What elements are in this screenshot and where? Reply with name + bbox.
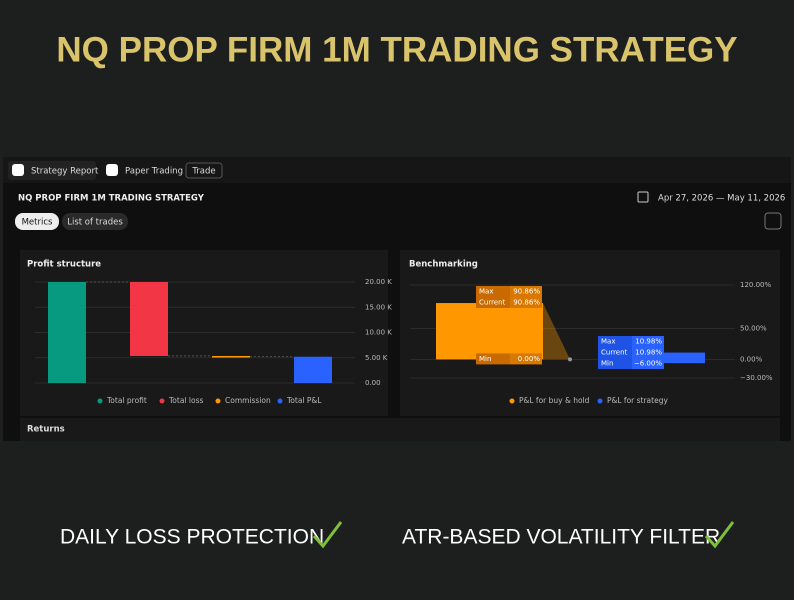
range-box <box>436 303 543 360</box>
feature: DAILY LOSS PROTECTION <box>60 526 324 549</box>
tooltip-label-cell <box>476 353 510 365</box>
legend-dot <box>97 398 103 404</box>
tooltip-value-cell <box>632 336 664 347</box>
tooltip-value: 90.86% <box>513 288 540 296</box>
legend-dot <box>597 398 603 404</box>
menu-button[interactable] <box>764 212 782 230</box>
tab[interactable]: Strategy Report <box>31 167 99 177</box>
y-tick-label: 10.00 K <box>365 329 392 337</box>
tab-active[interactable] <box>8 161 96 180</box>
tooltip-value: 90.86% <box>513 299 540 307</box>
legend-dot <box>509 398 515 404</box>
legend-dot <box>159 398 165 404</box>
tooltip-value: 0.00% <box>518 355 541 363</box>
trade-button[interactable] <box>185 162 223 179</box>
view-tab-active[interactable] <box>15 213 59 230</box>
legend-dot <box>277 398 283 404</box>
icon <box>12 164 24 176</box>
legend-label: Commission <box>225 396 271 405</box>
legend-label: Total loss <box>168 396 203 405</box>
check <box>312 521 343 549</box>
tooltip-value: −6.00% <box>634 360 662 368</box>
returns-section <box>20 418 780 441</box>
tooltip-label: Min <box>601 360 613 368</box>
tooltip-label: Max <box>601 338 615 346</box>
strategy-name[interactable]: NQ PROP FIRM 1M TRADING STRATEGY <box>18 194 205 204</box>
legend-label: P&L for buy & hold <box>519 396 590 405</box>
view-tab-bg[interactable] <box>62 213 128 230</box>
y-tick-label: 20.00 K <box>365 278 392 286</box>
y-tick-label: 5.00 K <box>365 354 388 362</box>
bar <box>212 355 250 358</box>
legend-label: P&L for strategy <box>607 396 668 405</box>
tooltip-label-cell <box>598 358 632 369</box>
feature: ATR-BASED VOLATILITY FILTER <box>402 526 720 549</box>
tooltip-label: Current <box>479 299 506 307</box>
connector <box>543 303 570 360</box>
y-tick-label: 120.00% <box>740 281 771 289</box>
icon <box>106 164 118 176</box>
tooltip-label-cell <box>598 336 632 347</box>
tooltip-label: Min <box>479 355 491 363</box>
y-tick-label: 0.00 <box>365 379 381 387</box>
tooltip-value-cell <box>510 286 542 297</box>
title: NQ PROP FIRM 1M TRADING STRATEGY <box>56 30 737 69</box>
tooltip-value: 10.98% <box>635 338 662 346</box>
bar <box>130 282 168 356</box>
tooltip-value-cell <box>632 358 664 369</box>
view-tab[interactable]: List of trades <box>67 218 123 228</box>
legend-label: Total P&L <box>286 396 322 405</box>
legend-label: Total profit <box>106 396 147 405</box>
tooltip-value: 10.98% <box>635 349 662 357</box>
check <box>704 521 735 549</box>
tooltip-value-cell <box>632 347 664 358</box>
tooltip-label-cell <box>476 286 510 297</box>
tooltip-label-cell <box>476 297 510 308</box>
returns-label[interactable]: Returns <box>27 425 65 435</box>
tooltip-value-cell <box>510 297 542 308</box>
tooltip-label-cell <box>598 347 632 358</box>
y-tick-label: −30.00% <box>740 374 773 382</box>
chart-title: Benchmarking <box>409 260 478 270</box>
bar <box>48 282 86 383</box>
tab[interactable]: Paper Trading <box>125 167 183 177</box>
legend-dot <box>215 398 221 404</box>
chart-title: Profit structure <box>27 260 101 270</box>
view-tab[interactable]: Metrics <box>22 218 53 228</box>
date-range[interactable]: Apr 27, 2026 — May 11, 2026 <box>658 194 785 204</box>
y-tick-label: 50.00% <box>740 324 767 332</box>
tooltip-value-cell <box>510 353 542 365</box>
calendar-icon <box>637 191 649 203</box>
tab[interactable]: Trade <box>191 167 215 177</box>
point <box>568 357 572 362</box>
bar <box>294 356 332 383</box>
tooltip-label: Current <box>601 349 628 357</box>
tab-bar <box>3 157 791 183</box>
y-tick-label: 0.00% <box>740 355 763 363</box>
y-tick-label: 15.00 K <box>365 303 392 311</box>
tooltip-label: Max <box>479 288 493 296</box>
